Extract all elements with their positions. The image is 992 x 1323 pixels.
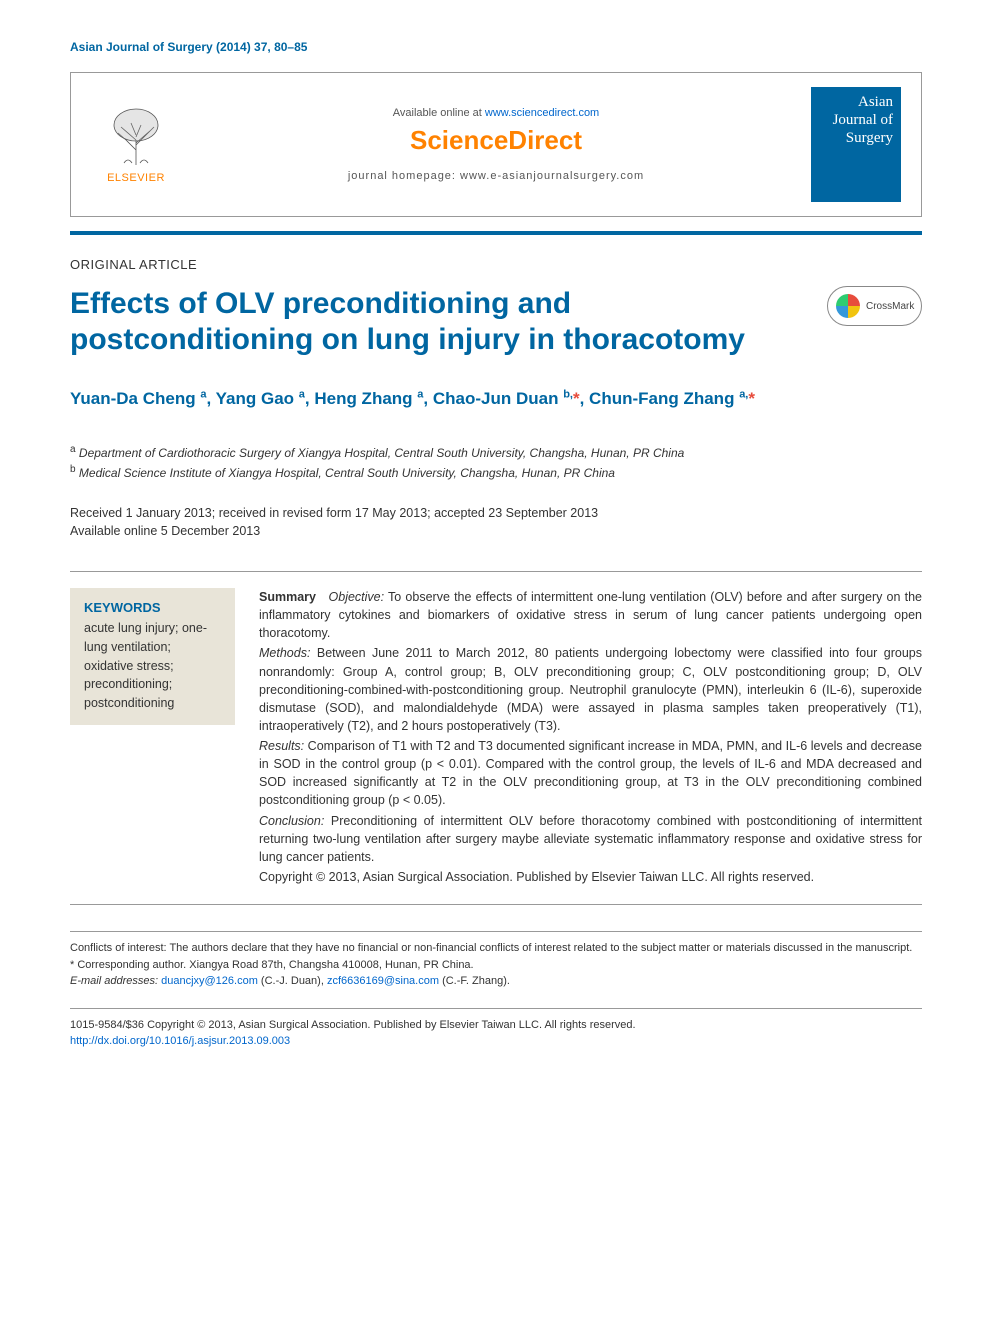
crossmark-label: CrossMark xyxy=(866,301,914,312)
doi-link[interactable]: http://dx.doi.org/10.1016/j.asjsur.2013.… xyxy=(70,1035,290,1047)
abstract-body: Summary Objective: To observe the effect… xyxy=(235,588,922,888)
journal-cover-thumbnail: Asian Journal of Surgery xyxy=(811,87,901,202)
keywords-heading: KEYWORDS xyxy=(84,600,221,615)
available-online-text: Available online at www.sciencedirect.co… xyxy=(181,107,811,119)
article-title: Effects of OLV preconditioning and postc… xyxy=(70,286,827,358)
journal-homepage: journal homepage: www.e-asianjournalsurg… xyxy=(181,170,811,182)
publisher-logo: ELSEVIER xyxy=(91,105,181,184)
elsevier-tree-icon xyxy=(106,105,166,170)
journal-reference: Asian Journal of Surgery (2014) 37, 80–8… xyxy=(70,40,922,54)
conflicts-statement: Conflicts of interest: The authors decla… xyxy=(70,940,922,957)
corresponding-author: * Corresponding author. Xiangya Road 87t… xyxy=(70,957,922,974)
sciencedirect-link[interactable]: www.sciencedirect.com xyxy=(485,107,599,119)
article-dates: Received 1 January 2013; received in rev… xyxy=(70,504,922,542)
keywords-list: acute lung injury; one-lung ventilation;… xyxy=(84,619,221,713)
authors-list: Yuan-Da Cheng a, Yang Gao a, Heng Zhang … xyxy=(70,386,922,412)
abstract-container: KEYWORDS acute lung injury; one-lung ven… xyxy=(70,571,922,905)
crossmark-icon xyxy=(836,294,860,318)
journal-header: ELSEVIER Available online at www.science… xyxy=(70,72,922,217)
keywords-box: KEYWORDS acute lung injury; one-lung ven… xyxy=(70,588,235,725)
crossmark-badge[interactable]: CrossMark xyxy=(827,286,922,326)
article-type-label: ORIGINAL ARTICLE xyxy=(70,257,922,272)
footnotes: Conflicts of interest: The authors decla… xyxy=(70,931,922,990)
email-link-1[interactable]: duancjxy@126.com xyxy=(161,975,258,987)
publisher-name: ELSEVIER xyxy=(107,172,165,184)
bottom-separator xyxy=(70,1008,922,1009)
email-addresses: E-mail addresses: duancjxy@126.com (C.-J… xyxy=(70,973,922,990)
copyright-block: 1015-9584/$36 Copyright © 2013, Asian Su… xyxy=(70,1017,922,1050)
email-link-2[interactable]: zcf6636169@sina.com xyxy=(327,975,439,987)
affiliations: a Department of Cardiothoracic Surgery o… xyxy=(70,442,922,482)
header-separator xyxy=(70,231,922,235)
sciencedirect-logo: ScienceDirect xyxy=(410,125,582,156)
